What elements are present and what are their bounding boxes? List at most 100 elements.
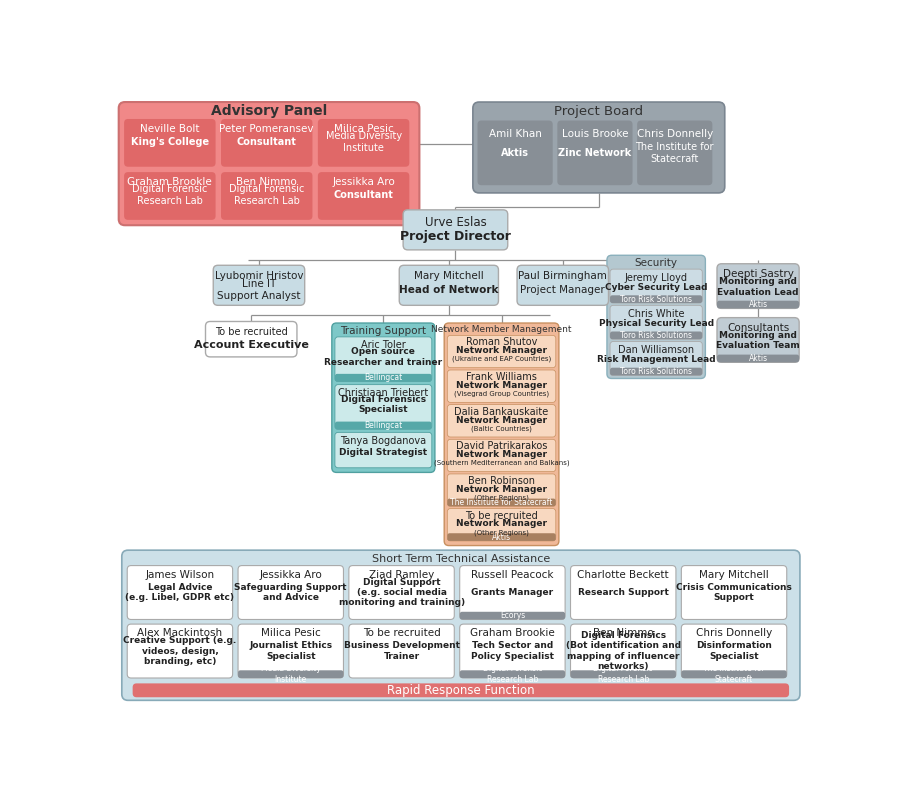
Text: Amil Khan: Amil Khan <box>489 129 542 139</box>
Text: Consultants: Consultants <box>727 323 789 332</box>
Text: To be recruited: To be recruited <box>215 328 288 337</box>
FancyBboxPatch shape <box>127 624 232 678</box>
Text: Account Executive: Account Executive <box>194 340 309 350</box>
FancyBboxPatch shape <box>681 566 787 619</box>
FancyBboxPatch shape <box>445 323 559 546</box>
Text: (Visegrad Group Countries): (Visegrad Group Countries) <box>454 391 549 397</box>
Text: Ziad Ramley: Ziad Ramley <box>369 570 434 580</box>
Text: Aric Toler: Aric Toler <box>361 340 406 350</box>
Text: Toro Risk Solutions: Toro Risk Solutions <box>620 295 692 304</box>
Text: Network Member Management: Network Member Management <box>431 324 572 334</box>
FancyBboxPatch shape <box>637 121 713 185</box>
FancyBboxPatch shape <box>447 533 556 541</box>
FancyBboxPatch shape <box>717 264 799 308</box>
Text: Line IT
Support Analyst: Line IT Support Analyst <box>217 279 301 300</box>
FancyBboxPatch shape <box>221 172 312 220</box>
Text: Risk Management Lead: Risk Management Lead <box>597 356 716 364</box>
FancyBboxPatch shape <box>447 439 556 471</box>
Text: Journalist Ethics
Specialist: Journalist Ethics Specialist <box>249 642 332 661</box>
FancyBboxPatch shape <box>238 624 344 678</box>
Text: Cyber Security Lead: Cyber Security Lead <box>605 283 707 292</box>
Text: Ecorys: Ecorys <box>500 611 525 620</box>
Text: Dalia Bankauskaite: Dalia Bankauskaite <box>454 407 549 416</box>
Text: Media Diversity
Institute: Media Diversity Institute <box>261 665 320 684</box>
Text: Bellingcat: Bellingcat <box>364 373 402 382</box>
Text: Charlotte Beckett: Charlotte Beckett <box>578 570 669 580</box>
Text: Network Manager: Network Manager <box>456 519 547 528</box>
FancyBboxPatch shape <box>610 341 702 376</box>
FancyBboxPatch shape <box>238 566 344 619</box>
Text: Digital Forensic
Research Lab: Digital Forensic Research Lab <box>132 185 208 206</box>
Text: Network Manager: Network Manager <box>456 450 547 459</box>
FancyBboxPatch shape <box>571 566 676 619</box>
FancyBboxPatch shape <box>472 102 724 193</box>
FancyBboxPatch shape <box>478 121 553 185</box>
FancyBboxPatch shape <box>318 119 410 167</box>
Text: Frank Williams: Frank Williams <box>466 372 537 382</box>
FancyBboxPatch shape <box>517 265 608 305</box>
Text: Russell Peacock: Russell Peacock <box>472 570 554 580</box>
FancyBboxPatch shape <box>717 355 799 362</box>
Text: Research Support: Research Support <box>578 588 669 597</box>
FancyBboxPatch shape <box>335 337 432 382</box>
FancyBboxPatch shape <box>335 432 432 467</box>
Text: Short Term Technical Assistance: Short Term Technical Assistance <box>372 554 550 563</box>
Text: Network Manager: Network Manager <box>456 346 547 356</box>
Text: Toro Risk Solutions: Toro Risk Solutions <box>620 367 692 376</box>
Text: Digital Forensic
Research Lab: Digital Forensic Research Lab <box>482 665 542 684</box>
Text: Aktis: Aktis <box>749 300 768 309</box>
Text: Aktis: Aktis <box>749 354 768 363</box>
Text: Business Development
Trainer: Business Development Trainer <box>344 642 460 661</box>
Text: Head of Network: Head of Network <box>399 285 499 295</box>
Text: Physical Security Lead: Physical Security Lead <box>598 320 714 328</box>
FancyBboxPatch shape <box>717 300 799 308</box>
Text: Deepti Sastry: Deepti Sastry <box>723 268 794 279</box>
FancyBboxPatch shape <box>610 269 702 303</box>
Text: Tech Sector and
Policy Specialist: Tech Sector and Policy Specialist <box>471 642 554 661</box>
FancyBboxPatch shape <box>557 121 633 185</box>
Text: Jessikka Aro: Jessikka Aro <box>259 570 322 580</box>
Text: Peter Pomeransev: Peter Pomeransev <box>220 124 314 134</box>
Text: Legal Advice
(e.g. Libel, GDPR etc): Legal Advice (e.g. Libel, GDPR etc) <box>125 582 234 602</box>
Text: Milica Pesic: Milica Pesic <box>334 124 393 134</box>
Text: David Patrikarakos: David Patrikarakos <box>456 441 547 451</box>
Text: Network Manager: Network Manager <box>456 485 547 494</box>
Text: Tanya Bogdanova: Tanya Bogdanova <box>340 435 427 446</box>
FancyBboxPatch shape <box>610 305 702 340</box>
FancyBboxPatch shape <box>124 119 216 167</box>
FancyBboxPatch shape <box>447 499 556 507</box>
Text: Mary Mitchell: Mary Mitchell <box>414 271 483 281</box>
Text: Project Board: Project Board <box>554 105 644 117</box>
Text: Monitoring and
Evaluation Team: Monitoring and Evaluation Team <box>716 331 800 351</box>
FancyBboxPatch shape <box>122 551 800 701</box>
Text: Louis Brooke: Louis Brooke <box>562 129 628 139</box>
Text: Monitoring and
Evaluation Lead: Monitoring and Evaluation Lead <box>717 277 799 296</box>
FancyBboxPatch shape <box>349 624 454 678</box>
Text: The Institute for Statecraft: The Institute for Statecraft <box>450 498 553 507</box>
Text: Project Director: Project Director <box>400 230 511 243</box>
Text: Zinc Network: Zinc Network <box>558 148 632 158</box>
Text: Ben Nimmo: Ben Nimmo <box>593 628 653 638</box>
Text: Digital Forensics
Specialist: Digital Forensics Specialist <box>341 395 426 415</box>
FancyBboxPatch shape <box>681 670 787 678</box>
Text: Open source
Researcher and trainer: Open source Researcher and trainer <box>324 348 443 367</box>
FancyBboxPatch shape <box>571 624 676 678</box>
Text: Security: Security <box>634 258 678 268</box>
Text: Digital Support
(e.g. social media
monitoring and training): Digital Support (e.g. social media monit… <box>338 578 464 607</box>
FancyBboxPatch shape <box>610 368 702 376</box>
Text: Ben Robinson: Ben Robinson <box>468 476 535 486</box>
Text: Graham Brookle: Graham Brookle <box>128 177 212 187</box>
FancyBboxPatch shape <box>221 119 312 167</box>
Text: Digital Forensics
(Bot identification and
mapping of influencer
networks): Digital Forensics (Bot identification an… <box>566 631 680 671</box>
Text: Chris Donnelly: Chris Donnelly <box>696 628 772 638</box>
Text: Digital Forensic
Research Lab: Digital Forensic Research Lab <box>229 185 304 206</box>
FancyBboxPatch shape <box>400 265 499 305</box>
FancyBboxPatch shape <box>318 172 410 220</box>
Text: Roman Shutov: Roman Shutov <box>466 337 537 348</box>
Text: Consultant: Consultant <box>237 137 297 147</box>
Text: Media Diversity
Institute: Media Diversity Institute <box>326 131 401 153</box>
Text: The Institute for
Statecraft: The Institute for Statecraft <box>635 142 714 164</box>
Text: Training Support: Training Support <box>340 326 427 336</box>
FancyBboxPatch shape <box>447 336 556 368</box>
Text: Paul Birmingham: Paul Birmingham <box>518 271 608 281</box>
